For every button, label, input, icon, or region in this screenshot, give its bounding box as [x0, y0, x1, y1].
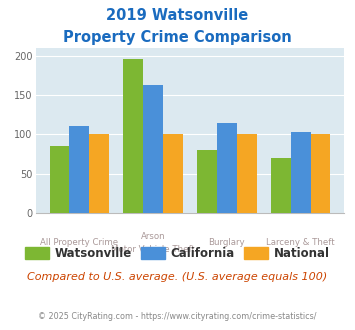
Text: 2019 Watsonville: 2019 Watsonville	[106, 8, 248, 23]
Bar	[291, 132, 311, 213]
Bar	[197, 150, 217, 213]
Bar	[89, 134, 109, 213]
Bar	[237, 134, 257, 213]
Text: Burglary: Burglary	[208, 238, 245, 247]
Text: © 2025 CityRating.com - https://www.cityrating.com/crime-statistics/: © 2025 CityRating.com - https://www.city…	[38, 312, 317, 321]
Text: Property Crime Comparison: Property Crime Comparison	[63, 30, 292, 45]
Bar	[311, 134, 330, 213]
Text: Arson: Arson	[141, 232, 165, 241]
Legend: Watsonville, California, National: Watsonville, California, National	[20, 242, 335, 264]
Text: Compared to U.S. average. (U.S. average equals 100): Compared to U.S. average. (U.S. average …	[27, 272, 328, 282]
Text: All Property Crime: All Property Crime	[40, 238, 118, 247]
Bar	[50, 146, 69, 213]
Bar	[143, 85, 163, 213]
Bar	[123, 59, 143, 213]
Text: Larceny & Theft: Larceny & Theft	[266, 238, 335, 247]
Bar	[163, 134, 183, 213]
Bar	[69, 126, 89, 213]
Text: Motor Vehicle Theft: Motor Vehicle Theft	[111, 245, 195, 254]
Bar	[271, 158, 291, 213]
Bar	[217, 123, 237, 213]
